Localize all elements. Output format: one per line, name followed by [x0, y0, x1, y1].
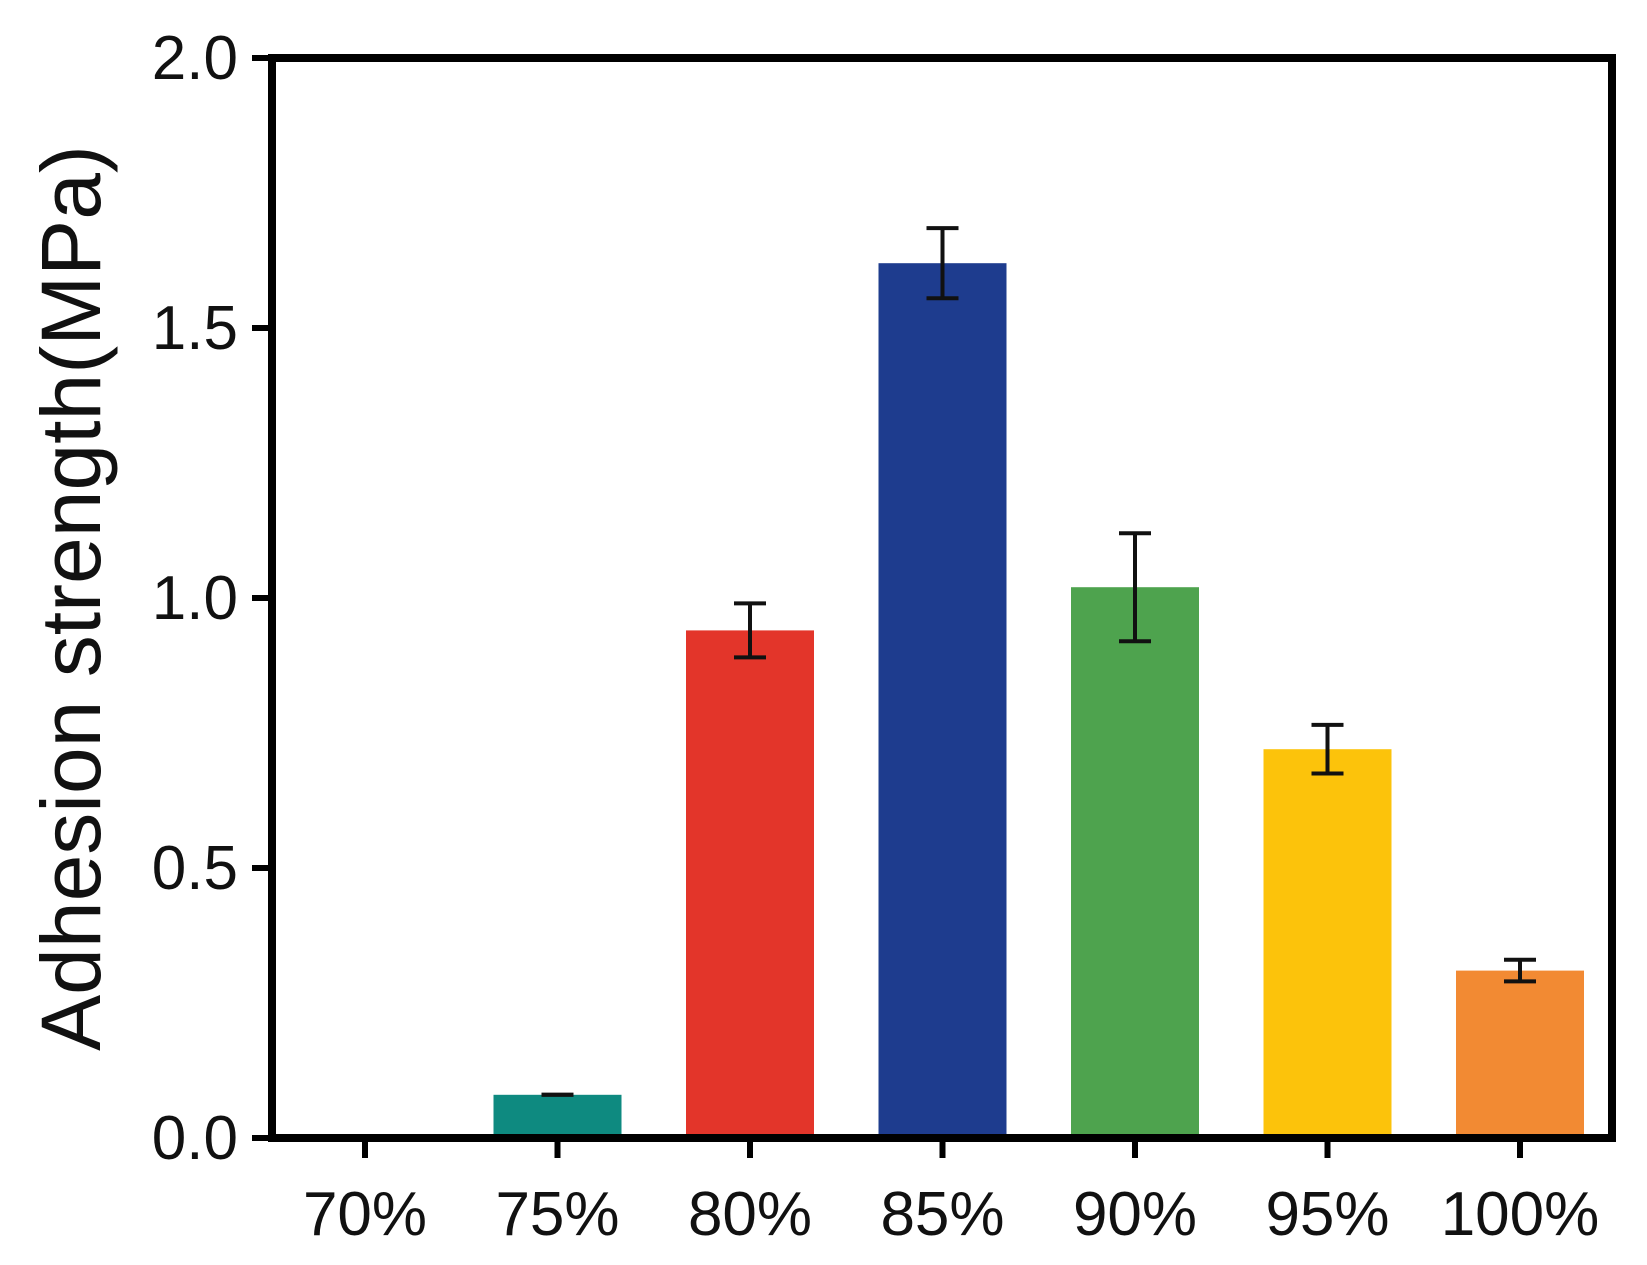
bar-85pct: [878, 263, 1007, 1138]
y-tick-label-0: 0.0: [152, 1104, 238, 1173]
y-axis-title: Adhesion strength(MPa): [24, 145, 118, 1051]
bar-100pct: [1456, 970, 1584, 1138]
error-bar-80pct: [734, 601, 766, 660]
x-tick-label-90pct: 90%: [1073, 1180, 1197, 1249]
y-tick-label-3: 1.5: [152, 294, 238, 363]
bar-90pct: [1071, 587, 1199, 1138]
x-axis: 70% 75% 80% 85% 90% 95% 100%: [303, 1138, 1599, 1249]
error-bar-100pct: [1504, 957, 1536, 984]
error-bar-90pct: [1119, 531, 1151, 644]
x-tick-label-80pct: 80%: [688, 1180, 812, 1249]
error-bars-layer: [541, 226, 1536, 1097]
x-tick-label-95pct: 95%: [1265, 1180, 1389, 1249]
y-tick-label-2: 1.0: [152, 564, 238, 633]
y-axis: 0.0 0.5 1.0 1.5 2.0: [152, 24, 272, 1173]
x-tick-label-85pct: 85%: [880, 1180, 1004, 1249]
bar-95pct: [1263, 749, 1392, 1138]
bar-75pct: [493, 1094, 622, 1138]
bar-80pct: [686, 630, 814, 1138]
bars-layer: [493, 263, 1584, 1138]
x-tick-label-75pct: 75%: [495, 1180, 619, 1249]
error-bar-95pct: [1311, 722, 1344, 776]
y-tick-label-4: 2.0: [152, 24, 238, 93]
error-bar-85pct: [926, 226, 959, 301]
y-tick-label-1: 0.5: [152, 834, 238, 903]
x-tick-label-100pct: 100%: [1441, 1180, 1600, 1249]
x-tick-label-70pct: 70%: [303, 1180, 427, 1249]
